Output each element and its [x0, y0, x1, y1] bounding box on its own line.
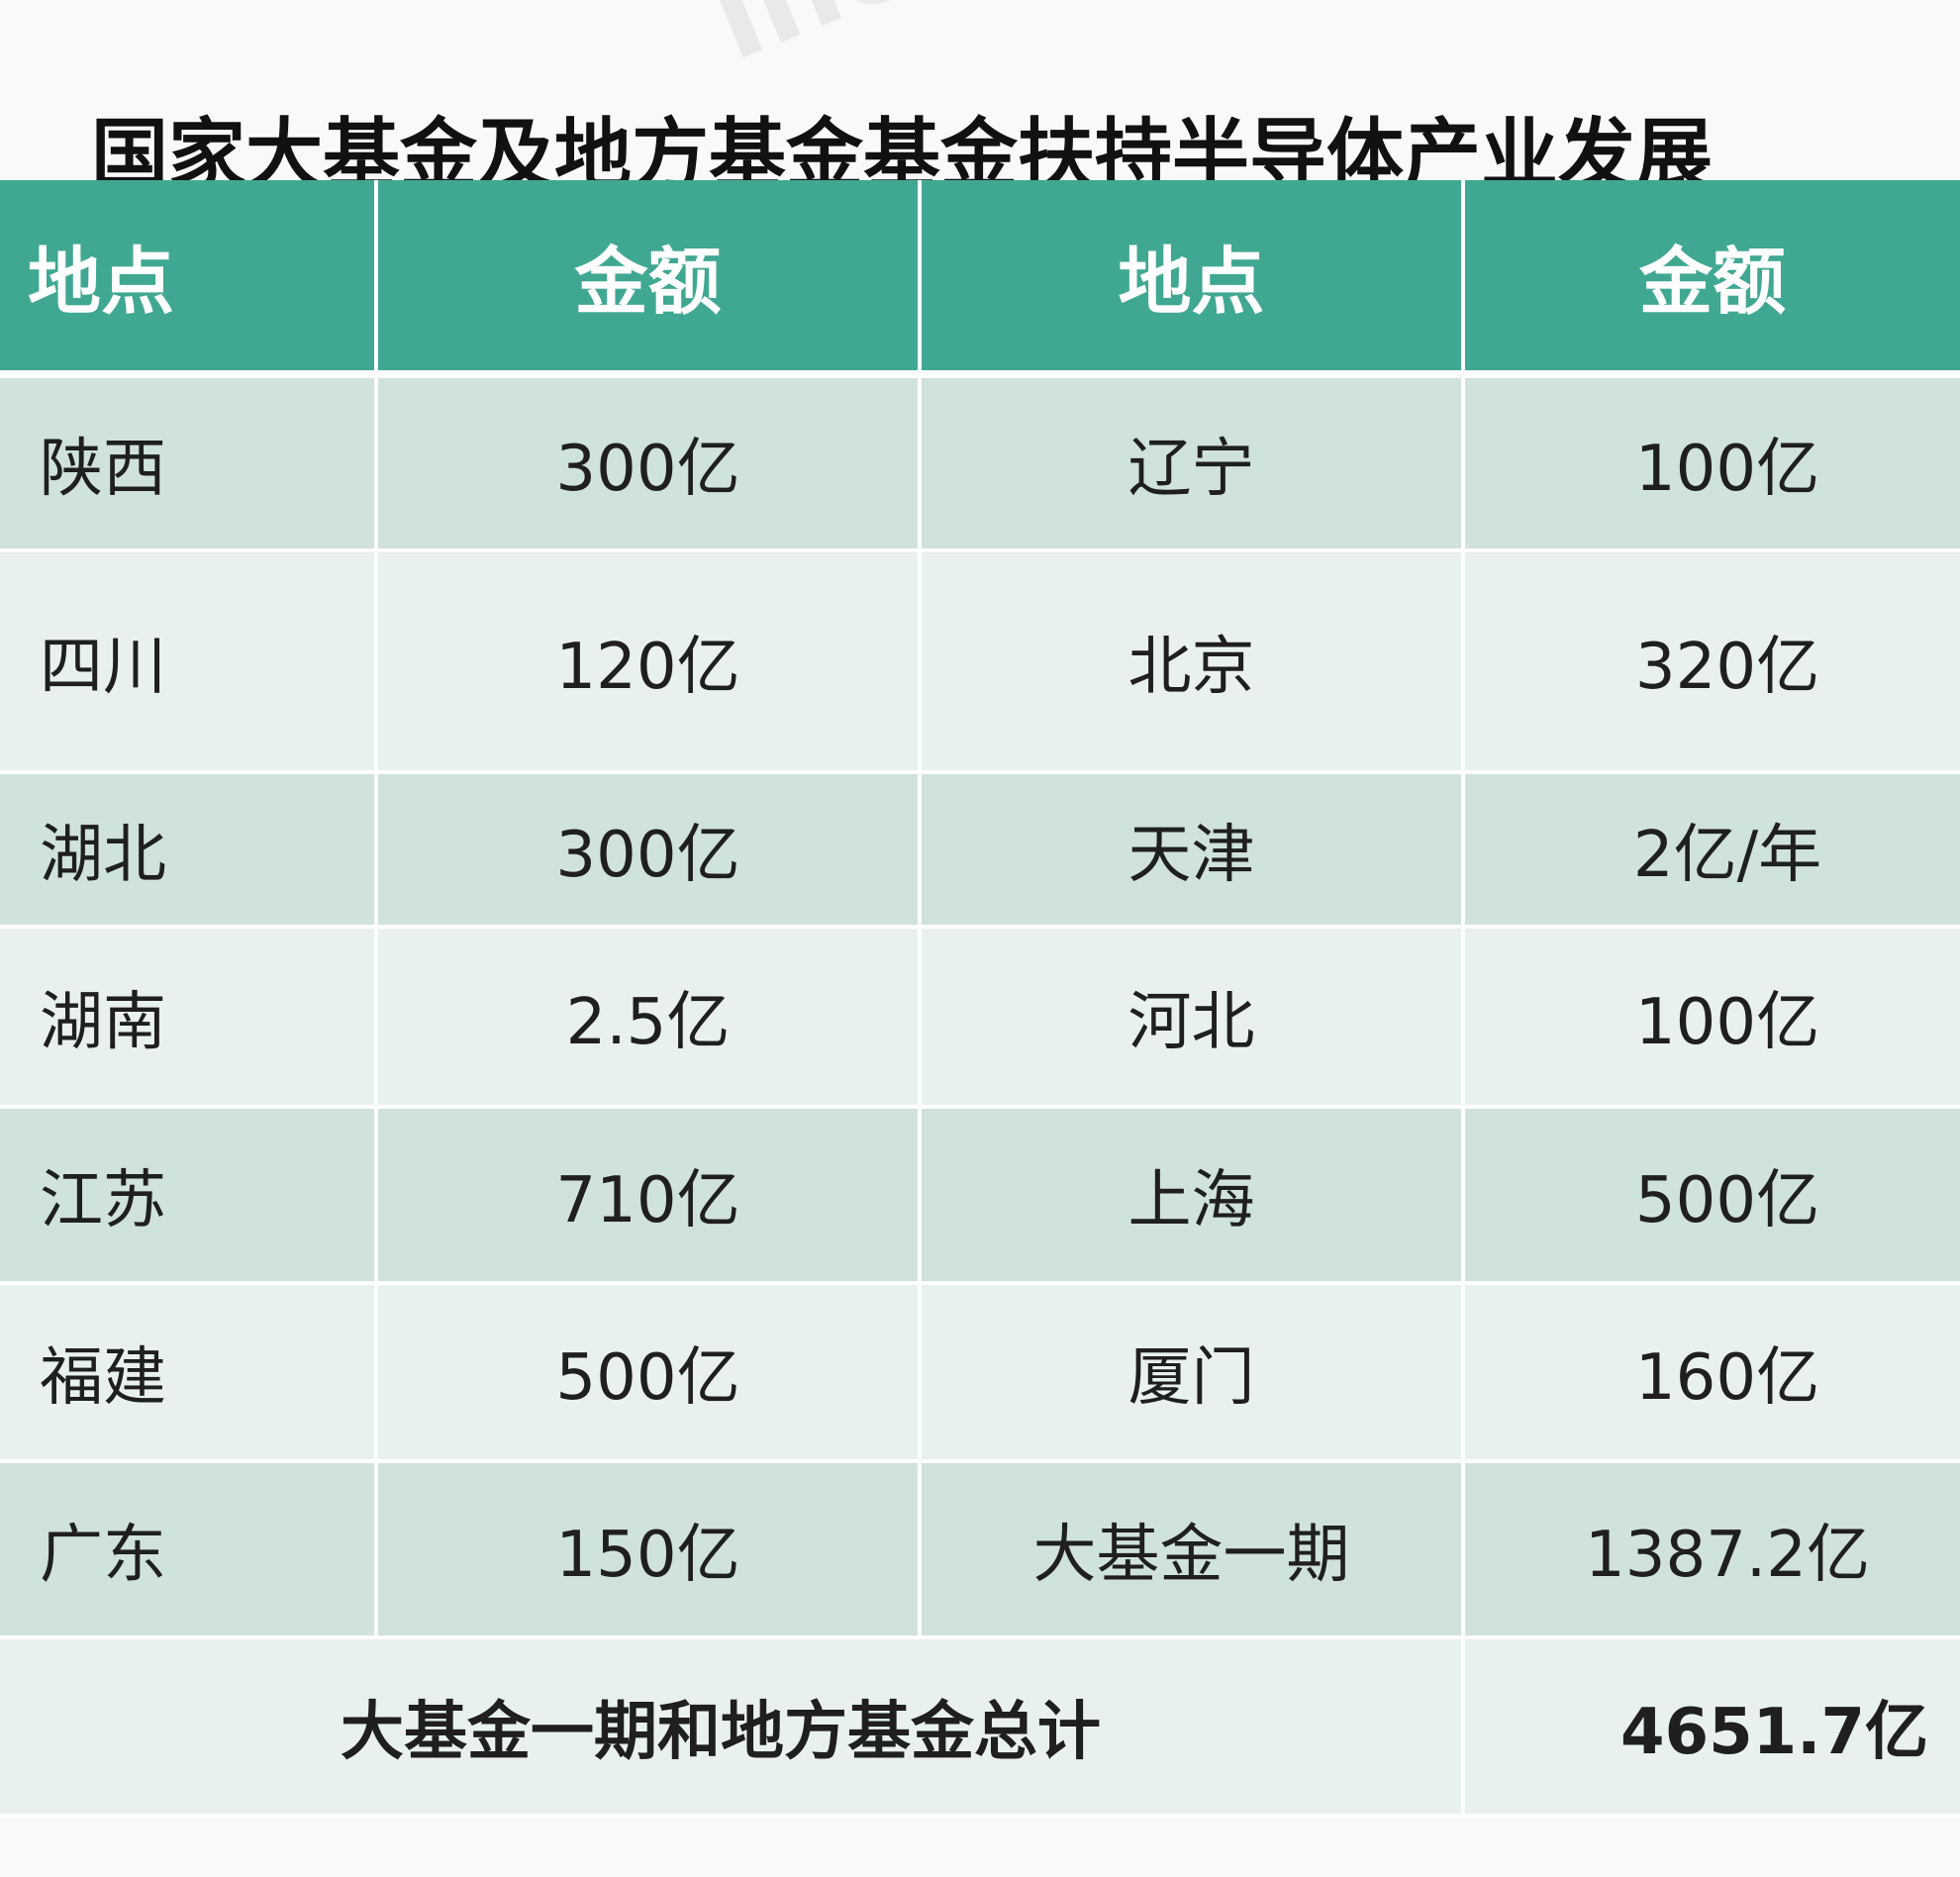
table-cell: 湖南	[0, 927, 376, 1109]
fund-table: 地点 金额 地点 金额 陕西 300亿 辽宁 100亿 四川 120亿 北京 3…	[0, 180, 1960, 1818]
table-cell: 河北	[918, 927, 1463, 1109]
table-cell: 320亿	[1461, 550, 1960, 774]
header-place-2: 地点	[918, 180, 1463, 378]
table-cell: 上海	[918, 1107, 1463, 1285]
table-header-row: 地点 金额 地点 金额	[0, 180, 1960, 378]
table-cell: 厦门	[918, 1283, 1463, 1463]
table-cell: 陕西	[0, 374, 376, 552]
table-cell: 500亿	[374, 1283, 920, 1463]
table-cell: 100亿	[1461, 374, 1960, 552]
watermark: incaijiao	[693, 0, 1263, 88]
table-cell: 160亿	[1461, 1283, 1960, 1463]
total-value: 4651.7亿	[1461, 1637, 1960, 1818]
table-cell: 江苏	[0, 1107, 376, 1285]
header-amount-2: 金额	[1461, 180, 1960, 378]
total-label: 大基金一期和地方基金总计	[0, 1637, 1463, 1818]
table-cell: 300亿	[374, 374, 920, 552]
table-cell: 广东	[0, 1461, 376, 1639]
table-cell: 2亿/年	[1461, 772, 1960, 929]
table-cell: 湖北	[0, 772, 376, 929]
table-row: 广东 150亿 大基金一期 1387.2亿	[0, 1461, 1960, 1639]
table-row: 福建 500亿 厦门 160亿	[0, 1283, 1960, 1463]
table-cell: 四川	[0, 550, 376, 774]
table-cell: 710亿	[374, 1107, 920, 1285]
table-cell: 天津	[918, 772, 1463, 929]
table-cell: 北京	[918, 550, 1463, 774]
table-cell: 120亿	[374, 550, 920, 774]
table-cell: 辽宁	[918, 374, 1463, 552]
table-cell: 500亿	[1461, 1107, 1960, 1285]
table-cell: 150亿	[374, 1461, 920, 1639]
header-amount-1: 金额	[374, 180, 920, 378]
table-cell: 1387.2亿	[1461, 1461, 1960, 1639]
table-cell: 福建	[0, 1283, 376, 1463]
table-row: 湖北 300亿 天津 2亿/年	[0, 772, 1960, 929]
total-row: 大基金一期和地方基金总计 4651.7亿	[0, 1637, 1960, 1818]
table-row: 四川 120亿 北京 320亿	[0, 550, 1960, 774]
table-row: 陕西 300亿 辽宁 100亿	[0, 374, 1960, 552]
table-row: 江苏 710亿 上海 500亿	[0, 1107, 1960, 1285]
table-cell: 300亿	[374, 772, 920, 929]
table-row: 湖南 2.5亿 河北 100亿	[0, 927, 1960, 1109]
header-place-1: 地点	[0, 180, 376, 378]
table-cell: 100亿	[1461, 927, 1960, 1109]
table-cell: 2.5亿	[374, 927, 920, 1109]
table-cell: 大基金一期	[918, 1461, 1463, 1639]
